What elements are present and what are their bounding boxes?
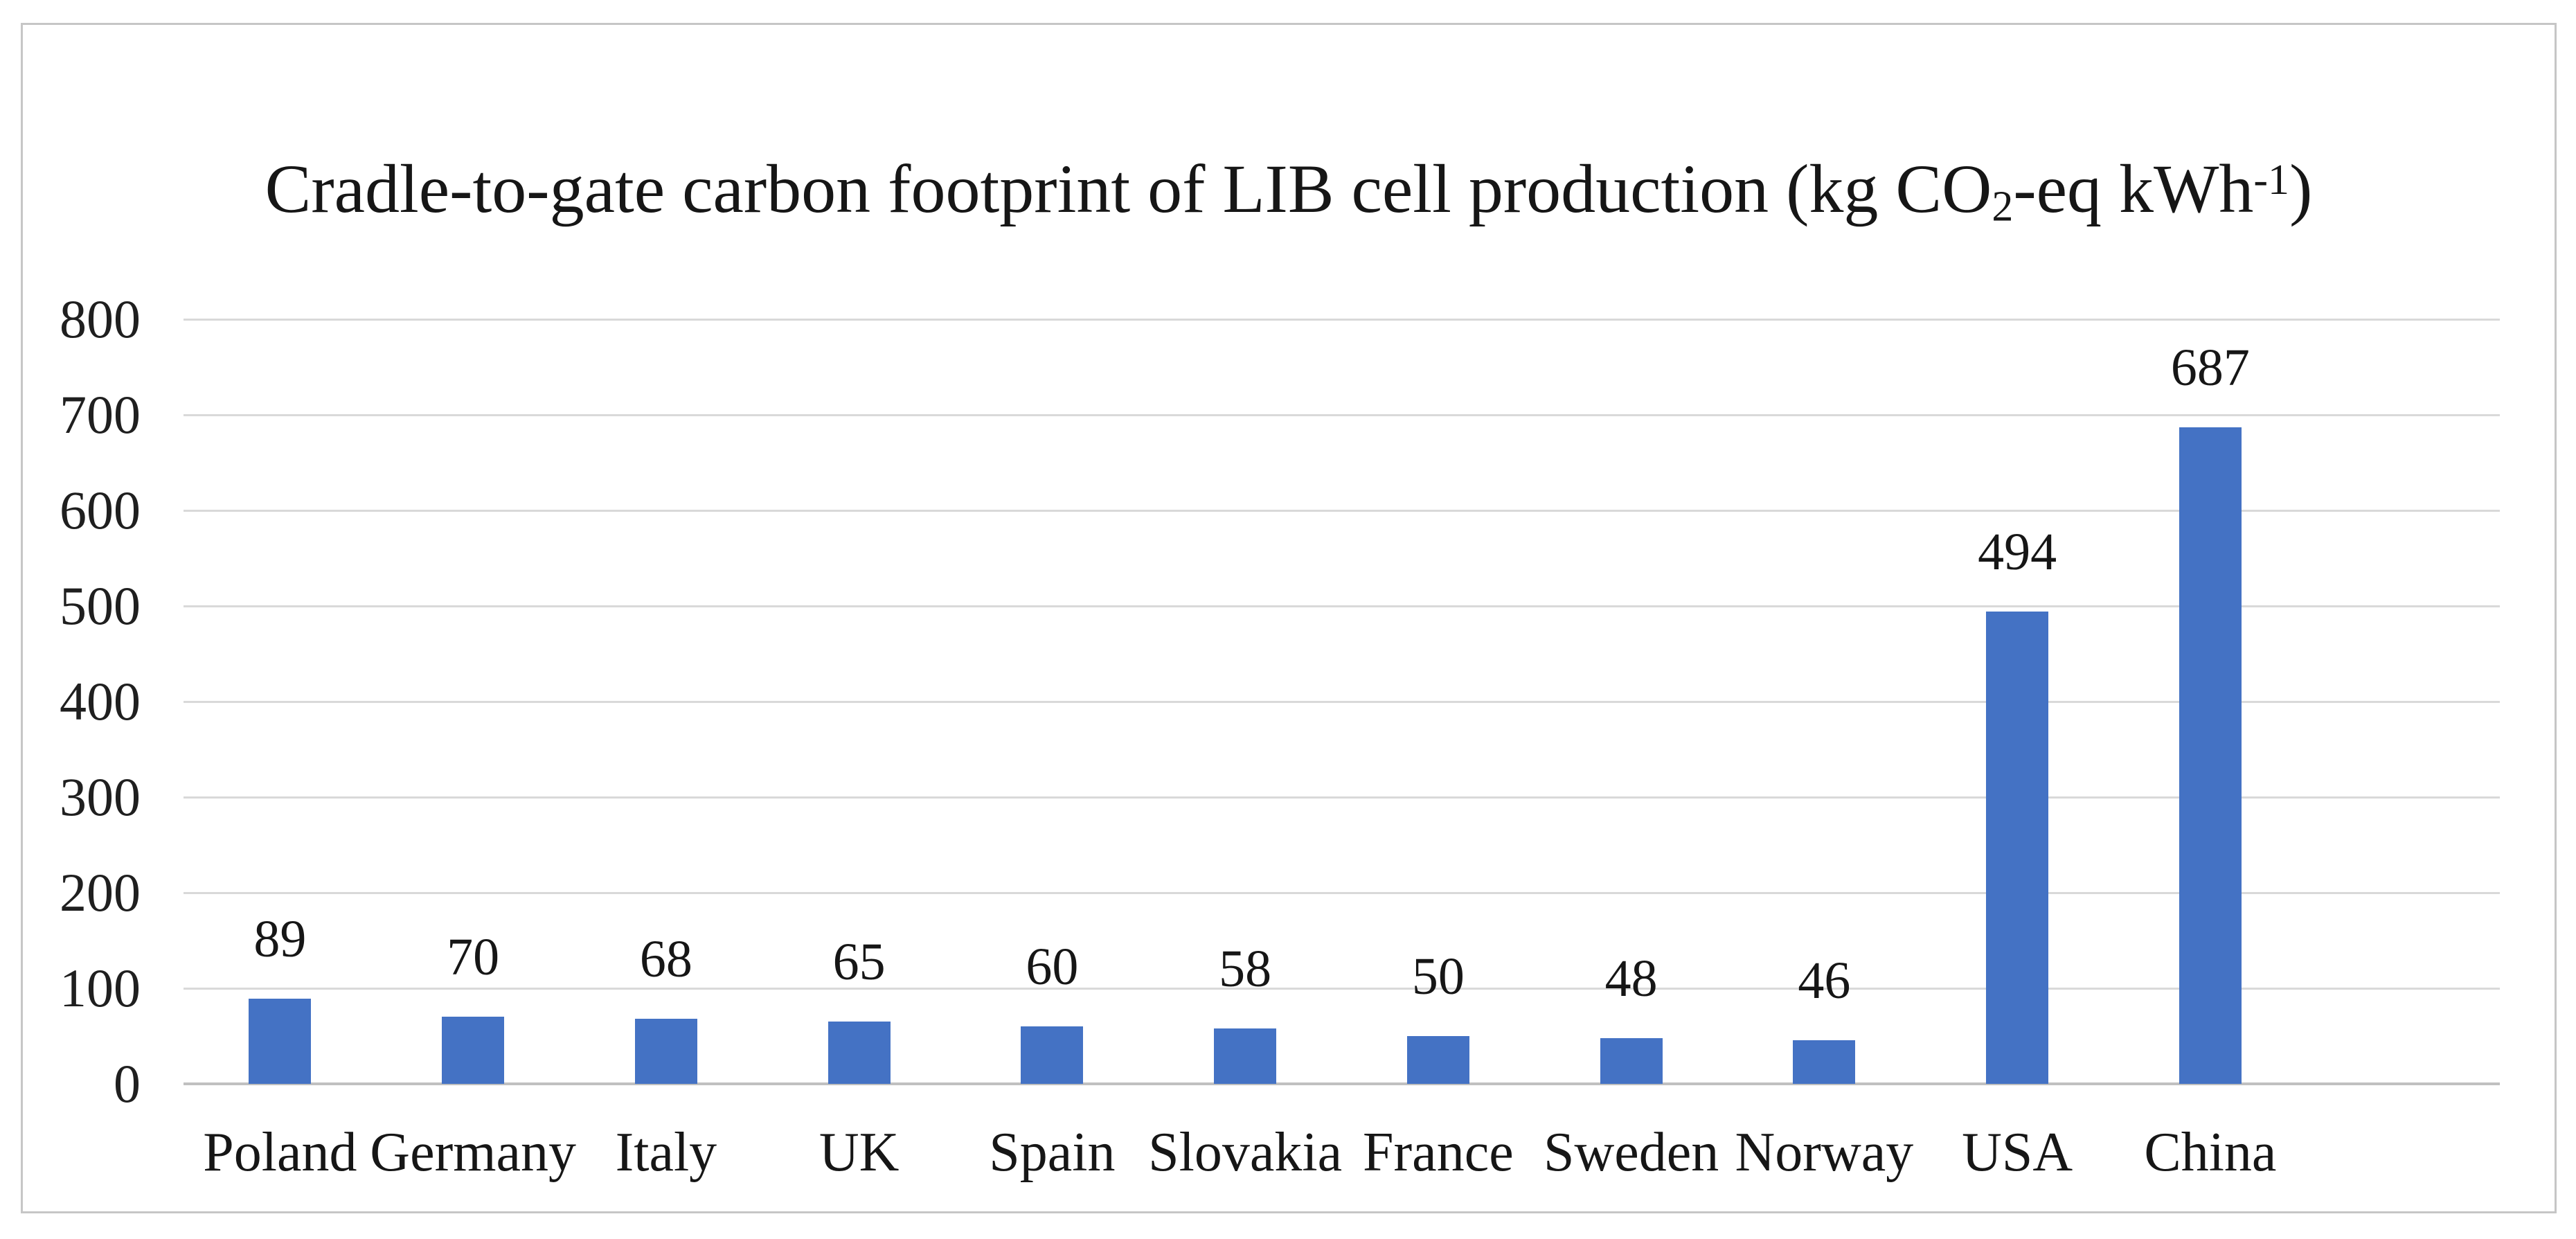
bar-germany: [442, 1017, 505, 1084]
data-label-norway: 46: [1798, 951, 1851, 1010]
data-label-spain: 60: [1026, 938, 1079, 997]
data-label-germany: 70: [447, 928, 500, 987]
y-tick-label: 500: [60, 576, 141, 636]
gridline: [184, 796, 2500, 799]
x-axis-label-norway: Norway: [1735, 1122, 1914, 1183]
x-axis-label-germany: Germany: [370, 1122, 576, 1183]
data-label-uk: 65: [832, 933, 886, 992]
data-label-sweden: 48: [1604, 949, 1658, 1008]
y-tick-label: 800: [60, 289, 141, 349]
bar-poland: [249, 999, 312, 1084]
x-axis-label-uk: UK: [819, 1122, 900, 1183]
gridline: [184, 891, 2500, 894]
y-tick-label: 700: [60, 384, 141, 445]
x-axis-label-spain: Spain: [989, 1122, 1116, 1183]
data-label-france: 50: [1411, 947, 1465, 1006]
gridline: [184, 318, 2500, 321]
chart-title-segment: -1: [2253, 157, 2290, 204]
chart-title: Cradle-to-gate carbon footprint of LIB c…: [21, 150, 2557, 231]
bar-uk: [828, 1022, 891, 1084]
chart-frame: [21, 23, 2557, 1213]
y-tick-label: 100: [60, 958, 141, 1018]
data-label-italy: 68: [639, 930, 692, 989]
gridline: [184, 987, 2500, 990]
x-axis-label-usa: USA: [1962, 1122, 2073, 1183]
gridline: [184, 605, 2500, 607]
chart-title-segment: -eq kWh: [2013, 150, 2254, 227]
y-tick-label: 600: [60, 480, 141, 540]
bar-china: [2179, 427, 2242, 1084]
bar-norway: [1793, 1040, 1856, 1084]
chart-title-segment: ): [2289, 150, 2313, 227]
x-axis-label-china: China: [2144, 1122, 2277, 1183]
x-axis-label-france: France: [1363, 1122, 1514, 1183]
y-tick-label: 0: [114, 1053, 141, 1114]
x-axis-label-sweden: Sweden: [1543, 1122, 1719, 1183]
data-label-usa: 494: [1978, 523, 2057, 582]
y-tick-label: 300: [60, 767, 141, 827]
bar-usa: [1986, 612, 2049, 1084]
data-label-china: 687: [2170, 338, 2250, 397]
x-axis-label-italy: Italy: [615, 1122, 717, 1183]
x-axis-label-slovakia: Slovakia: [1148, 1122, 1343, 1183]
gridline: [184, 509, 2500, 512]
data-label-poland: 89: [253, 910, 307, 969]
chart-title-segment: 2: [1992, 183, 2014, 231]
y-tick-label: 400: [60, 671, 141, 731]
chart-title-segment: Cradle-to-gate carbon footprint of LIB c…: [265, 150, 1992, 227]
bar-france: [1406, 1036, 1469, 1084]
bar-italy: [634, 1019, 697, 1084]
bar-slovakia: [1214, 1028, 1277, 1084]
gridline: [184, 413, 2500, 416]
x-axis-line: [184, 1082, 2500, 1085]
y-tick-label: 200: [60, 862, 141, 922]
bar-spain: [1021, 1026, 1084, 1084]
gridline: [184, 700, 2500, 703]
data-label-slovakia: 58: [1219, 939, 1272, 998]
bar-sweden: [1600, 1037, 1663, 1084]
x-axis-label-poland: Poland: [203, 1122, 357, 1183]
